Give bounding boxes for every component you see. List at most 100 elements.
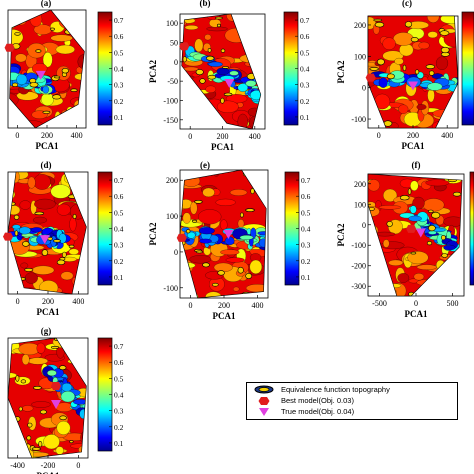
colorbar-tick-label: 0.3 [114, 81, 124, 90]
x-axis-label: PCA1 [213, 311, 236, 321]
y-tick-label: 200 [354, 21, 366, 30]
x-tick-label: 200 [407, 131, 419, 140]
panel-label: (e) [200, 160, 210, 170]
y-axis-label: PCA2 [336, 223, 346, 246]
y-axis-label: PCA2 [148, 60, 158, 83]
best-model-marker [406, 224, 417, 233]
legend-entry-topography: Equivalence function topography [247, 384, 390, 395]
y-tick-label: 200 [354, 180, 366, 189]
colorbar-tick-label: 0.2 [300, 97, 310, 106]
panel-d: (d) 0 200 400 PCA1 0.7 0.6 0.5 0.4 0.3 0.2 0.1 [3, 160, 124, 317]
legend-label-topography: Equivalence function topography [281, 385, 390, 394]
colorbar-tick-label: 0.6 [114, 32, 124, 41]
true-model-marker [223, 230, 234, 239]
colorbar-tick-label: 0.5 [114, 374, 124, 383]
best-model-marker [4, 43, 15, 52]
y-tick-label: -150 [163, 116, 178, 125]
colorbar-tick-label: 0.1 [300, 113, 310, 122]
best-model-marker [3, 232, 13, 241]
region-outline [9, 9, 85, 129]
x-tick-label: 200 [217, 132, 229, 141]
colorbar-tick-label: 0.7 [300, 16, 310, 25]
true-model-marker [39, 235, 50, 245]
panel-label: (b) [200, 0, 211, 8]
x-tick-label: 0 [414, 299, 418, 308]
panel-label: (a) [41, 0, 52, 8]
region-outline [7, 337, 87, 459]
colorbar-tick-label: 0.5 [114, 208, 124, 217]
best-model-marker [176, 233, 187, 242]
colorbar-tick-label: 0.2 [114, 423, 124, 432]
panel-f: (f) -500 0 500 PCA1 200 100 0 -100 -200 -300 PCA2 [336, 160, 474, 319]
colorbar-tick-label: 0.5 [301, 208, 311, 217]
y-tick-label: -100 [351, 241, 366, 250]
true-model-marker [408, 81, 418, 91]
triangle-marker-icon [247, 407, 281, 417]
colorbar-tick-label: 0.3 [301, 241, 311, 250]
panel-a: (a) 0 200 400 PCA1 0.7 0.6 0.5 0.4 0.3 0.2 0.1 [4, 0, 124, 151]
y-tick-label: 200 [166, 176, 178, 185]
legend-label-true-model: True model(Obj. 0.04) [281, 407, 355, 416]
colorbar-tick-label: 0.3 [114, 241, 124, 250]
colorbar-tick-label: 0.7 [114, 342, 124, 351]
y-tick-label: -100 [163, 284, 178, 293]
hexagon-marker-icon [247, 396, 281, 406]
x-tick-label: -400 [10, 461, 25, 470]
colorbar-tick-label: 0.6 [301, 192, 311, 201]
true-model-marker [35, 70, 46, 80]
colorbar-tick-label: 0.4 [114, 65, 124, 74]
colorbar-tick-label: 0.4 [114, 391, 124, 400]
y-tick-label: -50 [167, 77, 178, 86]
colorbar [469, 171, 474, 286]
colorbar-tick-label: 0.2 [301, 257, 311, 266]
x-axis-label: PCA1 [37, 471, 60, 474]
contour-icon [247, 385, 281, 394]
y-tick-label: 0 [362, 221, 366, 230]
colorbar-tick-label: 0.2 [114, 97, 124, 106]
x-tick-label: 400 [72, 297, 84, 306]
true-model-marker [415, 228, 426, 238]
colorbar-tick-label: 0.7 [114, 16, 124, 25]
x-axis-label: PCA1 [402, 141, 425, 151]
x-tick-label: 400 [251, 301, 263, 310]
panel-label: (c) [402, 0, 412, 8]
region-outline [367, 15, 459, 129]
true-model-marker [51, 400, 61, 409]
y-tick-label: -300 [351, 282, 366, 291]
colorbar-tick-label: 0.1 [114, 273, 124, 282]
y-tick-label: -100 [163, 96, 178, 105]
panel-label: (g) [41, 326, 52, 336]
colorbar-tick-label: 0.6 [114, 192, 124, 201]
panel-label: (f) [412, 160, 421, 170]
panel-label: (d) [41, 160, 52, 170]
x-axis-label: PCA1 [36, 141, 59, 151]
x-tick-label: 0 [189, 301, 193, 310]
x-tick-label: 0 [188, 132, 192, 141]
colorbar-tick-label: 0.4 [300, 65, 310, 74]
x-tick-label: -500 [372, 299, 387, 308]
x-tick-label: 200 [41, 131, 53, 140]
colorbar-tick-label: 0.5 [114, 48, 124, 57]
y-tick-label: -100 [351, 115, 366, 124]
y-tick-label: 0 [174, 248, 178, 257]
panel-e: (e)0 200 400PCA12001000-100PCA20.70.60.50.… [148, 160, 311, 321]
colorbar-tick-label: 0.7 [114, 176, 124, 185]
true-model-marker [224, 79, 235, 88]
panel-b: (b) 0 200 400 PCA1 100 50 0 -50 -100 -150 PCA2 0.7 0.… [148, 0, 310, 152]
x-tick-label: 400 [71, 131, 83, 140]
y-tick-label: 100 [354, 200, 366, 209]
colorbar-tick-label: 0.1 [114, 113, 124, 122]
colorbar-tick-label: 0.3 [300, 81, 310, 90]
best-model-marker [51, 382, 61, 390]
colorbar-tick-label: 0.1 [301, 273, 311, 282]
colorbar-tick-label: 0.6 [300, 32, 310, 41]
y-tick-label: -200 [351, 262, 366, 271]
colorbar-tick-label: 0.7 [301, 176, 311, 185]
y-axis-label: PCA2 [336, 60, 346, 83]
region-outline [181, 13, 262, 130]
x-tick-label: 400 [249, 132, 261, 141]
y-tick-label: 100 [354, 52, 366, 61]
colorbar-tick-label: 0.3 [114, 407, 124, 416]
colorbar-tick-label: 0.1 [114, 439, 124, 448]
